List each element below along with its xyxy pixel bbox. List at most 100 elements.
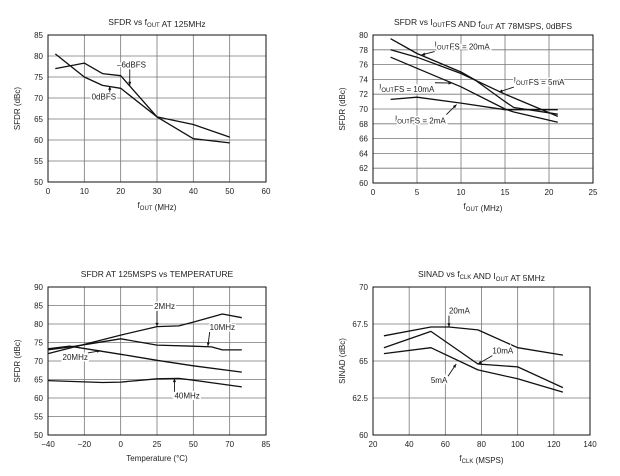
- x-tick-label: 120: [547, 440, 561, 449]
- y-tick-label: 72: [359, 90, 368, 99]
- subscript: OUT: [147, 23, 160, 29]
- x-tick-label: 80: [477, 440, 486, 449]
- x-tick-label: 20: [545, 188, 554, 197]
- text-part: FS = 10mA: [394, 85, 435, 94]
- text-part: SFDR vs I: [394, 17, 433, 27]
- annotation-label: 20mA: [449, 307, 471, 316]
- annotation-label: 2MHz: [154, 302, 175, 311]
- text-part: f: [464, 202, 467, 211]
- x-tick-label: 60: [441, 440, 450, 449]
- annotation-label: 5mA: [431, 376, 448, 385]
- text-part: I: [379, 83, 381, 92]
- plot-frame: [372, 286, 591, 436]
- text-part: 20mA: [449, 307, 471, 316]
- subscript: OUT: [466, 207, 479, 213]
- series-line-5ma: [383, 347, 564, 393]
- y-tick-label: 70: [34, 94, 43, 103]
- text-part: f: [459, 454, 462, 463]
- subscript: OUT: [381, 88, 394, 94]
- arrowhead-icon: [421, 52, 426, 56]
- arrowhead-icon: [448, 81, 453, 85]
- y-tick-label: 64: [359, 149, 368, 158]
- subscript: OUT: [496, 277, 509, 283]
- series-line-0dbfs: [54, 53, 230, 144]
- text-part: 40MHz: [174, 392, 199, 401]
- x-tick-label: 25: [589, 188, 598, 197]
- chart-title: SFDR vs IOUTFS AND fOUT AT 78MSPS, 0dBFS: [394, 17, 572, 31]
- x-tick-label: −40: [41, 440, 55, 449]
- series-line-20ma: [383, 326, 564, 356]
- y-tick-label: 60: [34, 136, 43, 145]
- x-tick-label: 10: [80, 187, 89, 196]
- y-tick-label: 62.5: [352, 394, 368, 403]
- annotation-label: 0dBFS: [92, 92, 116, 101]
- text-part: FS = 2mA: [410, 117, 446, 126]
- text-part: 10mA: [492, 347, 514, 356]
- text-part: FS AND f: [445, 19, 481, 29]
- series-line-2mhz: [47, 313, 242, 355]
- text-part: –6dBFS: [117, 60, 146, 69]
- y-tick-label: 66: [359, 135, 368, 144]
- y-tick-label: 50: [34, 431, 43, 440]
- text-part: (MHz): [152, 203, 176, 212]
- y-axis-label: SFDR (dBc): [13, 87, 22, 130]
- annotation-label: 20MHz: [63, 353, 88, 362]
- series-line-ioutfs-2ma: [390, 96, 558, 111]
- y-tick-label: 76: [359, 61, 368, 70]
- x-tick-label: 5: [415, 188, 420, 197]
- series-line--6dbfs: [55, 62, 230, 138]
- text-part: 0dBFS: [92, 92, 116, 101]
- series-line-10ma: [383, 330, 564, 389]
- x-tick-label: 85: [262, 440, 271, 449]
- text-part: I: [435, 41, 437, 50]
- y-tick-label: 80: [34, 320, 43, 329]
- plot-frame: [47, 286, 267, 436]
- subscript: OUT: [397, 120, 410, 126]
- arrowhead-icon: [172, 378, 176, 383]
- y-tick-label: 50: [34, 178, 43, 187]
- chart-title: SFDR AT 125MSPS vs TEMPERATURE: [81, 269, 234, 279]
- subscript: OUT: [516, 81, 529, 87]
- text-part: AT 125MHz: [160, 19, 206, 29]
- arrowhead-icon: [452, 363, 457, 368]
- text-part: f: [138, 201, 141, 210]
- annotation-label: IOUTFS = 2mA: [395, 115, 446, 126]
- annotation-label: IOUTFS = 20mA: [435, 41, 491, 52]
- y-tick-label: 78: [359, 46, 368, 55]
- y-tick-label: 80: [359, 31, 368, 40]
- arrowhead-icon: [452, 104, 457, 109]
- subscript: OUT: [433, 23, 446, 29]
- y-tick-label: 65: [34, 115, 43, 124]
- plot-frame: [372, 34, 594, 184]
- y-tick-label: 65: [359, 357, 368, 366]
- chart-title: SINAD vs fCLK AND IOUT AT 5MHz: [418, 269, 545, 283]
- y-tick-label: 85: [34, 31, 43, 40]
- y-tick-label: 70: [34, 357, 43, 366]
- y-tick-label: 67.5: [352, 320, 368, 329]
- text-part: I: [514, 76, 516, 85]
- x-tick-label: −20: [78, 440, 92, 449]
- y-tick-label: 75: [34, 73, 43, 82]
- y-tick-label: 75: [34, 339, 43, 348]
- subscript: OUT: [437, 46, 450, 52]
- y-tick-label: 65: [34, 376, 43, 385]
- series-line-10mhz: [47, 338, 242, 351]
- x-tick-label: 10: [457, 188, 466, 197]
- y-tick-label: 80: [34, 52, 43, 61]
- annotation-label: 10MHz: [210, 323, 235, 332]
- text-part: FS = 5mA: [529, 78, 565, 87]
- arrowhead-icon: [447, 323, 451, 327]
- x-tick-label: 0: [371, 188, 376, 197]
- series-line-40mhz: [47, 377, 242, 388]
- y-tick-label: 74: [359, 75, 368, 84]
- annotation-label: 10mA: [492, 347, 514, 356]
- y-tick-label: 60: [34, 394, 43, 403]
- x-tick-label: 30: [153, 187, 162, 196]
- x-axis-label: fOUT (MHz): [138, 201, 177, 212]
- x-tick-label: 0: [118, 440, 123, 449]
- y-tick-label: 68: [359, 120, 368, 129]
- y-axis-label: SFDR (dBc): [13, 339, 22, 382]
- annotation-label: IOUTFS = 10mA: [379, 83, 435, 94]
- subscript: CLK: [462, 459, 474, 465]
